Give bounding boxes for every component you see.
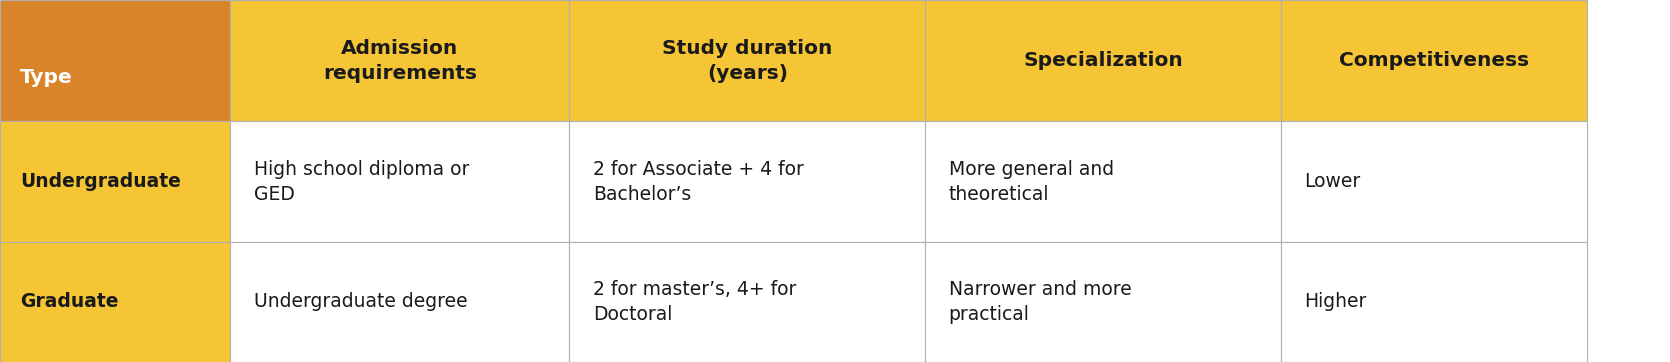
Text: Competitiveness: Competitiveness bbox=[1339, 51, 1528, 70]
Text: Undergraduate degree: Undergraduate degree bbox=[254, 292, 468, 311]
Text: Admission
requirements: Admission requirements bbox=[322, 39, 478, 83]
Text: Graduate: Graduate bbox=[20, 292, 119, 311]
Bar bbox=[925, 242, 1281, 362]
Bar bbox=[0, 121, 230, 242]
Bar bbox=[230, 121, 569, 242]
Text: Lower: Lower bbox=[1304, 172, 1361, 191]
Bar bbox=[569, 242, 925, 362]
Bar bbox=[569, 0, 925, 121]
Bar bbox=[1281, 0, 1586, 121]
Text: Type: Type bbox=[20, 68, 73, 87]
Text: 2 for Associate + 4 for
Bachelor’s: 2 for Associate + 4 for Bachelor’s bbox=[593, 160, 803, 203]
Text: Narrower and more
practical: Narrower and more practical bbox=[949, 280, 1131, 324]
Text: 2 for master’s, 4+ for
Doctoral: 2 for master’s, 4+ for Doctoral bbox=[593, 280, 797, 324]
Bar bbox=[1281, 121, 1586, 242]
Bar bbox=[925, 121, 1281, 242]
Text: Specialization: Specialization bbox=[1024, 51, 1182, 70]
Bar bbox=[0, 242, 230, 362]
Bar bbox=[925, 0, 1281, 121]
Text: Study duration
(years): Study duration (years) bbox=[661, 39, 833, 83]
Text: Higher: Higher bbox=[1304, 292, 1366, 311]
Text: More general and
theoretical: More general and theoretical bbox=[949, 160, 1114, 203]
Text: High school diploma or
GED: High school diploma or GED bbox=[254, 160, 469, 203]
Bar bbox=[230, 242, 569, 362]
Bar bbox=[569, 121, 925, 242]
Bar bbox=[1281, 242, 1586, 362]
Bar bbox=[0, 0, 230, 121]
Text: Undergraduate: Undergraduate bbox=[20, 172, 180, 191]
Bar bbox=[230, 0, 569, 121]
